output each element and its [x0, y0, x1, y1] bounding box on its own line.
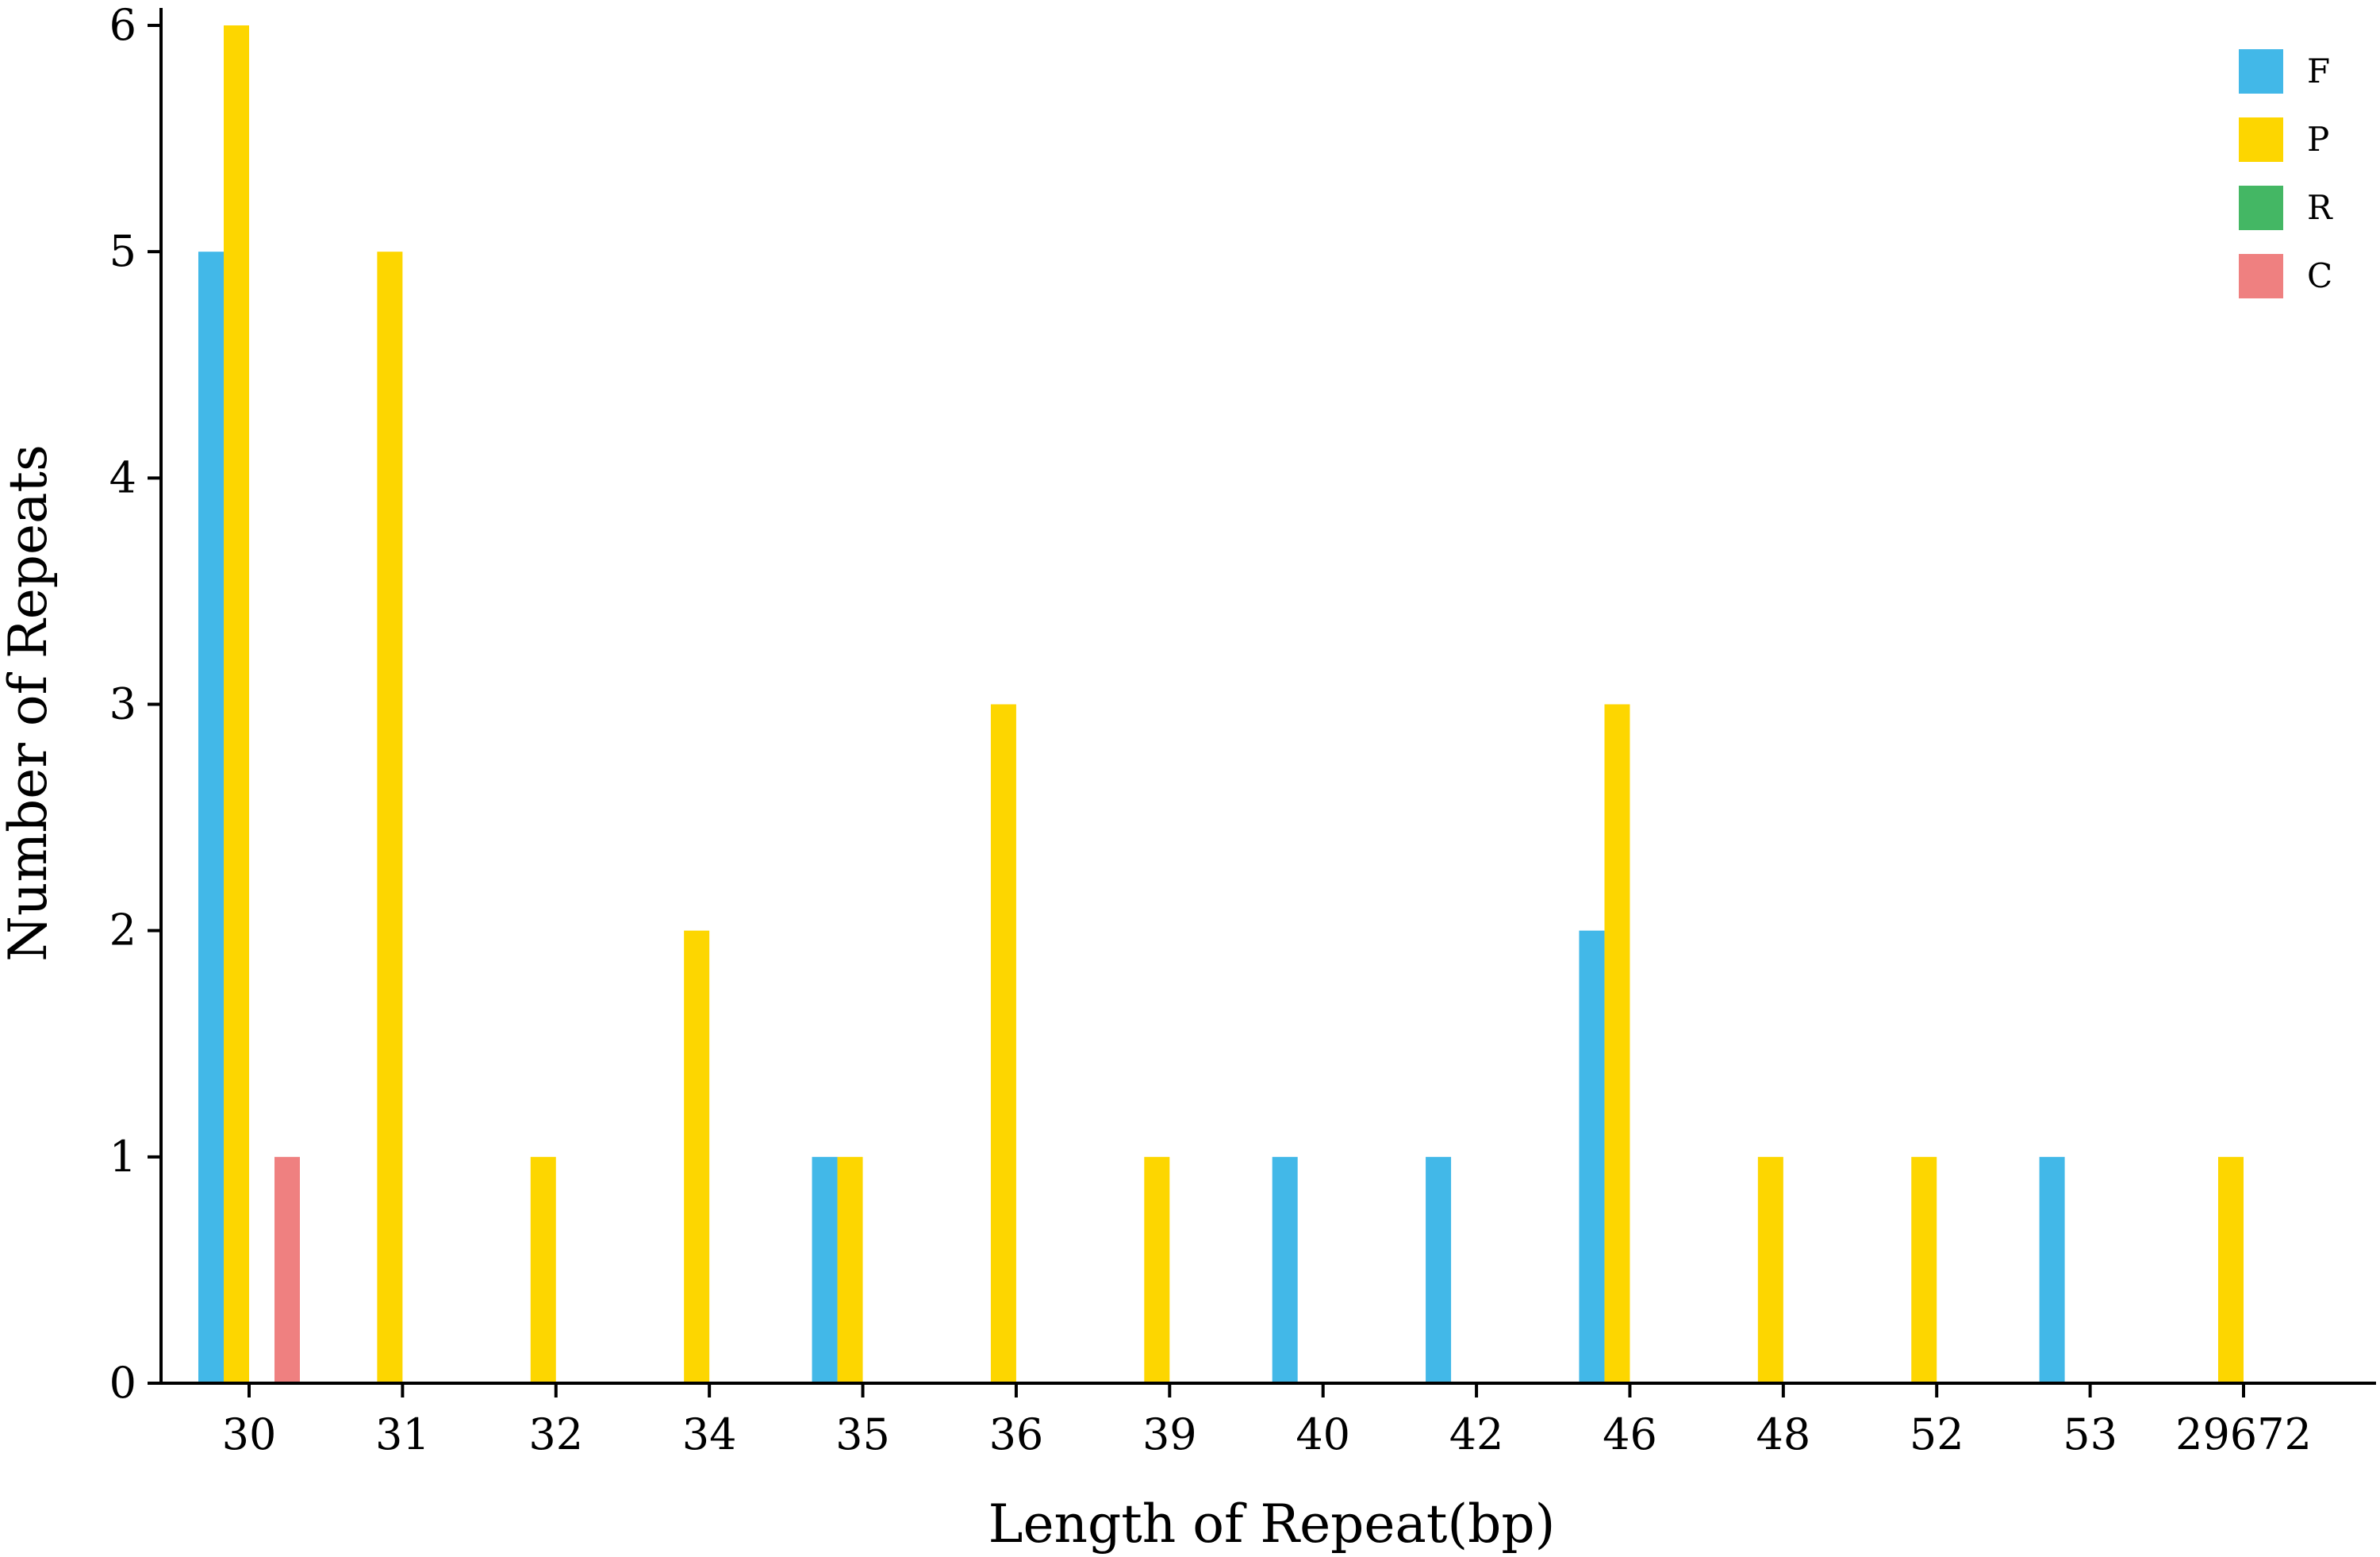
legend-swatch-r: [2239, 186, 2283, 230]
bar-p-46: [1604, 704, 1630, 1383]
x-tick-label-40: 40: [1296, 1409, 1350, 1459]
x-tick-label-36: 36: [989, 1409, 1044, 1459]
x-tick-label-48: 48: [1756, 1409, 1810, 1459]
y-tick-label-1: 1: [109, 1132, 136, 1182]
bar-f-30: [198, 252, 224, 1384]
x-tick-label-35: 35: [835, 1409, 890, 1459]
legend-label-c: C: [2307, 256, 2332, 295]
bar-p-30: [224, 25, 249, 1383]
x-tick-label-39: 39: [1142, 1409, 1197, 1459]
y-ticks: 0 1 2 3 4 5 6: [109, 0, 161, 1408]
bar-p-29672: [2218, 1156, 2244, 1383]
bar-p-48: [1757, 1156, 1783, 1383]
x-ticks: 30 31 32 34 35 36 39 40 42 46 48 52 53 29672: [222, 1383, 2312, 1459]
x-tick-label-34: 34: [682, 1409, 737, 1459]
bar-f-40: [1272, 1156, 1298, 1383]
legend-swatch-p: [2239, 117, 2283, 162]
bar-f-42: [1426, 1156, 1452, 1383]
y-axis-title: Number of Repeats: [0, 444, 59, 962]
bar-c-30: [274, 1156, 300, 1383]
y-tick-label-2: 2: [109, 905, 136, 955]
x-tick-label-53: 53: [2063, 1409, 2117, 1459]
x-tick-label-52: 52: [1910, 1409, 1964, 1459]
x-tick-label-30: 30: [222, 1409, 277, 1459]
x-axis-title: Length of Repeat(bp): [988, 1494, 1556, 1555]
bar-f-35: [812, 1156, 838, 1383]
y-tick-label-0: 0: [109, 1358, 136, 1408]
legend-label-r: R: [2307, 188, 2333, 227]
bar-p-36: [990, 704, 1016, 1383]
bar-f-46: [1579, 930, 1605, 1383]
y-tick-label-6: 6: [109, 0, 136, 50]
x-tick-label-42: 42: [1449, 1409, 1504, 1459]
legend-label-f: F: [2307, 52, 2330, 90]
legend-swatch-c: [2239, 254, 2283, 298]
x-tick-label-31: 31: [375, 1409, 430, 1459]
bar-p-39: [1144, 1156, 1170, 1383]
legend-label-p: P: [2307, 120, 2329, 159]
bar-p-31: [377, 252, 403, 1384]
legend-swatch-f: [2239, 49, 2283, 94]
x-tick-label-29672: 29672: [2175, 1409, 2312, 1459]
bar-p-52: [1911, 1156, 1937, 1383]
y-tick-label-5: 5: [109, 226, 136, 276]
bar-f-53: [2039, 1156, 2065, 1383]
y-tick-label-3: 3: [109, 679, 136, 729]
bar-p-32: [530, 1156, 556, 1383]
y-tick-label-4: 4: [109, 452, 136, 502]
bars-layer: [198, 25, 2244, 1384]
bar-p-35: [837, 1156, 863, 1383]
x-tick-label-32: 32: [528, 1409, 583, 1459]
bar-p-34: [684, 930, 710, 1383]
x-tick-label-46: 46: [1603, 1409, 1657, 1459]
